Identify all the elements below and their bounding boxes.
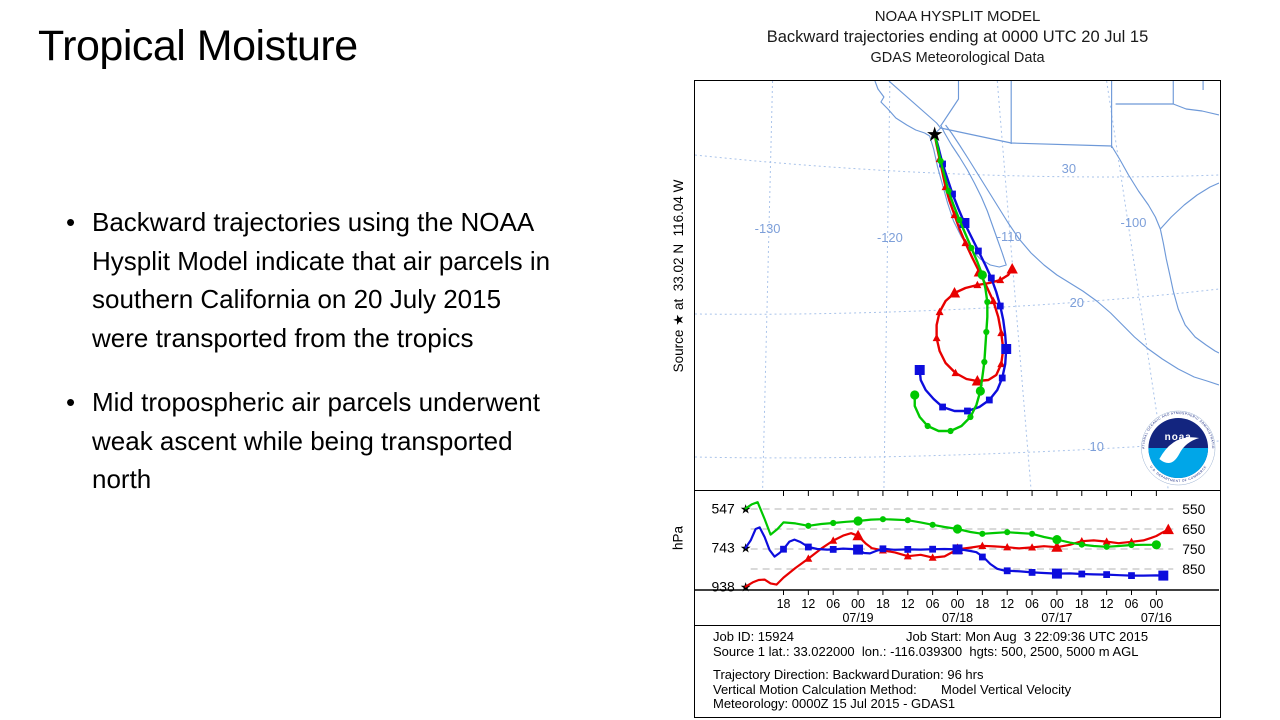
bullet-line: Mid tropospheric air parcels underwent: [92, 387, 540, 417]
vertical-motion-method-value: Model Vertical Velocity: [941, 681, 1072, 697]
vertical-motion-method-label: Vertical Motion Calculation Method:: [713, 681, 917, 697]
svg-text:30: 30: [1062, 161, 1076, 176]
svg-text:12: 12: [801, 597, 815, 611]
state-border-red-river: [1173, 103, 1219, 116]
svg-text:-110: -110: [997, 229, 1022, 244]
bullet-line: weak ascent while being transported: [92, 425, 513, 456]
svg-text:12: 12: [901, 597, 915, 611]
figure-subtitle: Backward trajectories ending at 0000 UTC…: [766, 28, 1149, 46]
bullet-line: southern California on 20 July 2015: [92, 284, 502, 314]
job-info-box: Job ID: 15924 Job Start: Mon Aug 3 22:09:…: [695, 625, 1220, 717]
svg-text:06: 06: [926, 597, 940, 611]
svg-text:547: 547: [712, 500, 735, 516]
state-border-nv-az: [940, 81, 960, 127]
bullet-item: • Backward trajectories using the NOAA H…: [66, 203, 626, 357]
svg-text:00: 00: [951, 597, 965, 611]
svg-text:★: ★: [926, 124, 944, 146]
svg-text:12: 12: [1100, 597, 1114, 611]
bullet-icon: •: [66, 387, 76, 417]
svg-text:650: 650: [1182, 521, 1205, 537]
svg-text:07/19: 07/19: [843, 611, 874, 625]
svg-text:06: 06: [826, 597, 840, 611]
svg-text:938: 938: [712, 579, 735, 595]
svg-text:-120: -120: [877, 230, 903, 245]
state-border-ca-nv: [888, 81, 942, 129]
svg-text:06: 06: [1125, 597, 1139, 611]
svg-text:noaa: noaa: [1165, 432, 1192, 443]
svg-text:743: 743: [712, 540, 735, 556]
coastline-texas-gulf: [1159, 182, 1219, 230]
svg-text:06: 06: [1025, 597, 1039, 611]
svg-text:00: 00: [1149, 597, 1163, 611]
coastline-mexico-pacific: [945, 124, 1219, 386]
profile-y-axis-label: hPa: [670, 525, 686, 551]
gridline-lon: [883, 81, 891, 490]
trajectory-layer: -130 -120 -110 -100 30 20 10 ★ noaaNATIONAL OCEA…: [695, 81, 1216, 486]
bullet-line: were transported from the tropics: [92, 322, 474, 353]
bullet-line: Hysplit Model indicate that air parcels …: [92, 245, 551, 276]
svg-text:750: 750: [1182, 541, 1205, 557]
gridline-lon: [996, 81, 1032, 490]
meteorology: Meteorology: 0000Z 15 Jul 2015 - GDAS1: [713, 696, 956, 711]
map-y-axis-label: Source ★ at 33.02 N 116.04 W: [671, 179, 686, 373]
svg-text:18: 18: [975, 597, 989, 611]
trajectory-map: -130 -120 -110 -100 30 20 10 ★ noaaNATIONAL OCEA…: [695, 81, 1219, 490]
us-mexico-border: [931, 127, 1161, 230]
svg-text:07/16: 07/16: [1141, 611, 1172, 625]
coastline-mexico-gulf: [1159, 228, 1219, 354]
job-start: Job Start: Mon Aug 3 22:09:36 UTC 2015: [906, 629, 1149, 644]
svg-text:550: 550: [1182, 501, 1205, 517]
bullet-list: • Backward trajectories using the NOAA H…: [66, 203, 626, 499]
bullet-icon: •: [66, 207, 76, 237]
figure-title-block: NOAA HYSPLIT MODEL Backward trajectories…: [694, 8, 1221, 66]
svg-text:07/18: 07/18: [942, 611, 973, 625]
bullet-text: Backward trajectories using the NOAA Hys…: [92, 203, 550, 357]
svg-text:20: 20: [1070, 295, 1084, 310]
figure-title: NOAA HYSPLIT MODEL: [874, 8, 1041, 25]
svg-text:18: 18: [777, 597, 791, 611]
state-border-tx-panhandle: [1115, 81, 1174, 105]
gridline-lon: [1106, 81, 1169, 490]
bullet-text: Mid tropospheric air parcels underwent w…: [92, 383, 540, 499]
svg-text:12: 12: [1000, 597, 1014, 611]
page-title: Tropical Moisture: [38, 22, 358, 70]
svg-text:10: 10: [1090, 439, 1104, 454]
svg-text:NATIONAL OCEANIC AND ATMOSPHER: NATIONAL OCEANIC AND ATMOSPHERIC ADMINIS…: [695, 81, 1215, 449]
svg-text:18: 18: [1075, 597, 1089, 611]
gridline-lon: [762, 81, 774, 490]
svg-text:850: 850: [1182, 561, 1205, 577]
bullet-line: Backward trajectories using the NOAA: [92, 207, 535, 237]
svg-text:-130: -130: [755, 221, 781, 236]
trajectory-direction: Trajectory Direction: Backward: [713, 667, 890, 682]
hysplit-figure: -130 -120 -110 -100 30 20 10 ★ noaaNATIONAL OCEA…: [694, 80, 1221, 718]
bullet-item: • Mid tropospheric air parcels underwent…: [66, 383, 626, 499]
gridline-lat: [695, 440, 1219, 459]
svg-text:00: 00: [851, 597, 865, 611]
figure-data-source: GDAS Meteorological Data: [870, 50, 1045, 66]
svg-text:-100: -100: [1121, 215, 1147, 230]
svg-text:00: 00: [1050, 597, 1064, 611]
source-info: Source 1 lat.: 33.022000 lon.: -116.0393…: [713, 643, 1139, 659]
gridline-lat: [695, 154, 1219, 178]
job-id: Job ID: 15924: [713, 629, 794, 644]
svg-text:18: 18: [876, 597, 890, 611]
bullet-line: north: [92, 464, 152, 494]
svg-text:07/17: 07/17: [1041, 611, 1072, 625]
gridline-lat: [695, 288, 1219, 315]
duration: Duration: 96 hrs: [891, 667, 984, 682]
